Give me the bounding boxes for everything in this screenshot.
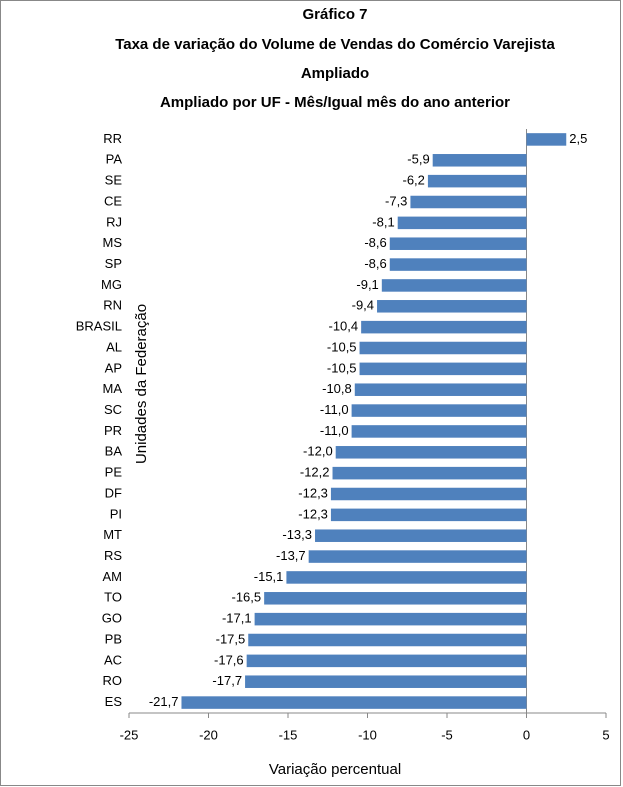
y-tick-label: AC [104, 652, 122, 667]
bar [351, 425, 527, 438]
bar [351, 404, 527, 417]
value-label: -12,2 [300, 465, 330, 480]
value-label: -11,0 [320, 423, 349, 438]
value-label: -16,5 [232, 590, 262, 605]
value-label: -9,1 [356, 277, 378, 292]
bar [359, 341, 527, 355]
y-tick-label: SP [105, 256, 122, 271]
y-axis-title: Unidades da Federação [133, 304, 150, 464]
value-label: 2,5 [569, 131, 587, 146]
value-label: -11,0 [320, 402, 349, 417]
bar [308, 550, 527, 563]
y-tick-label: AL [106, 339, 122, 354]
y-tick-label: PI [110, 506, 122, 521]
x-tick-label: -15 [279, 727, 298, 742]
bar [254, 612, 527, 626]
x-tick-label: -5 [441, 727, 453, 742]
chart-title: Ampliado por UF - Mês/Igual mês do ano a… [160, 94, 510, 111]
bar [181, 696, 527, 709]
value-label: -6,2 [403, 173, 425, 188]
y-tick-label: RN [103, 298, 122, 313]
bar [354, 383, 527, 396]
value-label: -10,5 [327, 339, 357, 354]
bar [389, 237, 527, 250]
y-tick-label: SE [105, 173, 123, 188]
bar [330, 487, 527, 501]
bar [427, 174, 527, 188]
y-tick-label: ES [105, 694, 123, 709]
y-tick-label: PR [104, 423, 122, 438]
y-tick-label: TO [104, 590, 122, 605]
value-label: -17,6 [214, 652, 244, 667]
bar [361, 320, 527, 334]
chart-title: Ampliado [301, 65, 369, 82]
bar [330, 508, 527, 522]
value-label: -17,7 [212, 673, 242, 688]
y-tick-label: MT [103, 527, 122, 542]
value-label: -17,1 [222, 611, 252, 626]
bar [315, 529, 527, 542]
x-tick-label: -25 [120, 727, 139, 742]
value-label: -10,5 [327, 360, 357, 375]
y-tick-label: RJ [106, 214, 122, 229]
chart-title: Taxa de variação do Volume de Vendas do … [115, 36, 555, 53]
bar [248, 633, 527, 647]
bar [332, 466, 527, 480]
value-label: -13,3 [282, 527, 312, 542]
y-tick-label: RO [103, 673, 123, 688]
y-tick-label: BRASIL [76, 319, 122, 334]
y-tick-label: RR [103, 131, 122, 146]
y-tick-label: MS [103, 235, 123, 250]
y-tick-label: MA [103, 381, 123, 396]
y-tick-label: RS [104, 548, 122, 563]
value-label: -12,3 [298, 506, 328, 521]
value-label: -5,9 [407, 152, 429, 167]
y-tick-label: MG [101, 277, 122, 292]
y-tick-label: CE [104, 193, 122, 208]
value-label: -8,6 [364, 256, 386, 271]
value-label: -21,7 [149, 694, 179, 709]
value-label: -10,8 [322, 381, 352, 396]
value-label: -8,1 [372, 214, 394, 229]
x-tick-label: 0 [523, 727, 530, 742]
y-tick-label: DF [105, 485, 122, 500]
chart-title: Gráfico 7 [302, 6, 367, 23]
bar [359, 362, 527, 376]
value-label: -12,3 [298, 485, 328, 500]
y-tick-label: SC [104, 402, 122, 417]
value-label: -17,5 [216, 631, 246, 646]
bar [432, 154, 527, 167]
value-label: -10,4 [328, 319, 358, 334]
value-label: -9,4 [352, 298, 374, 313]
bar [245, 675, 527, 688]
y-tick-label: PE [105, 465, 123, 480]
bar [377, 300, 527, 313]
y-tick-label: PB [105, 631, 122, 646]
y-tick-label: GO [102, 611, 122, 626]
y-tick-label: AP [105, 360, 122, 375]
value-label: -13,7 [276, 548, 306, 563]
y-tick-label: BA [105, 444, 123, 459]
x-tick-label: 5 [602, 727, 609, 742]
bar [397, 216, 527, 230]
x-axis-title: Variação percentual [269, 761, 401, 778]
bar [335, 446, 527, 459]
bar [381, 279, 527, 292]
x-tick-label: -10 [358, 727, 377, 742]
value-label: -15,1 [254, 569, 284, 584]
bar [246, 654, 527, 668]
x-tick-label: -20 [199, 727, 218, 742]
value-label: -7,3 [385, 193, 407, 208]
value-label: -8,6 [364, 235, 386, 250]
bar [410, 195, 527, 209]
bar [264, 592, 527, 605]
bar [389, 258, 527, 271]
bar [286, 571, 527, 584]
bar [526, 133, 567, 146]
y-tick-label: AM [103, 569, 123, 584]
y-tick-label: PA [106, 152, 123, 167]
value-label: -12,0 [303, 444, 333, 459]
